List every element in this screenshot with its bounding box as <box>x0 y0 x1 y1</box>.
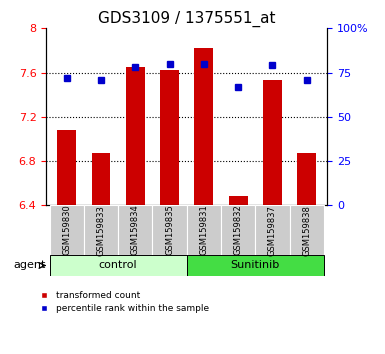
Title: GDS3109 / 1375551_at: GDS3109 / 1375551_at <box>98 11 276 27</box>
Bar <box>297 153 316 205</box>
Bar <box>84 205 118 255</box>
Bar <box>92 153 110 205</box>
Text: control: control <box>99 261 137 270</box>
Bar <box>57 130 76 205</box>
Text: GSM159832: GSM159832 <box>234 205 243 256</box>
Bar <box>263 80 282 205</box>
Text: Sunitinib: Sunitinib <box>231 261 280 270</box>
Bar <box>126 67 145 205</box>
Bar <box>187 205 221 255</box>
Bar <box>187 255 324 276</box>
Text: GSM159837: GSM159837 <box>268 205 277 256</box>
Bar <box>229 196 248 205</box>
Text: GSM159830: GSM159830 <box>62 205 71 256</box>
Bar <box>194 48 213 205</box>
Text: agent: agent <box>14 261 46 270</box>
Bar <box>152 205 187 255</box>
Text: GSM159834: GSM159834 <box>131 205 140 256</box>
Text: GSM159838: GSM159838 <box>302 205 311 256</box>
Text: GSM159835: GSM159835 <box>165 205 174 256</box>
Text: GSM159833: GSM159833 <box>97 205 105 256</box>
Bar <box>160 70 179 205</box>
Bar <box>118 205 152 255</box>
Bar <box>221 205 255 255</box>
Text: GSM159831: GSM159831 <box>199 205 208 256</box>
Bar <box>50 255 187 276</box>
Bar <box>255 205 290 255</box>
Bar <box>290 205 324 255</box>
Bar <box>50 205 84 255</box>
Legend: transformed count, percentile rank within the sample: transformed count, percentile rank withi… <box>35 291 209 313</box>
